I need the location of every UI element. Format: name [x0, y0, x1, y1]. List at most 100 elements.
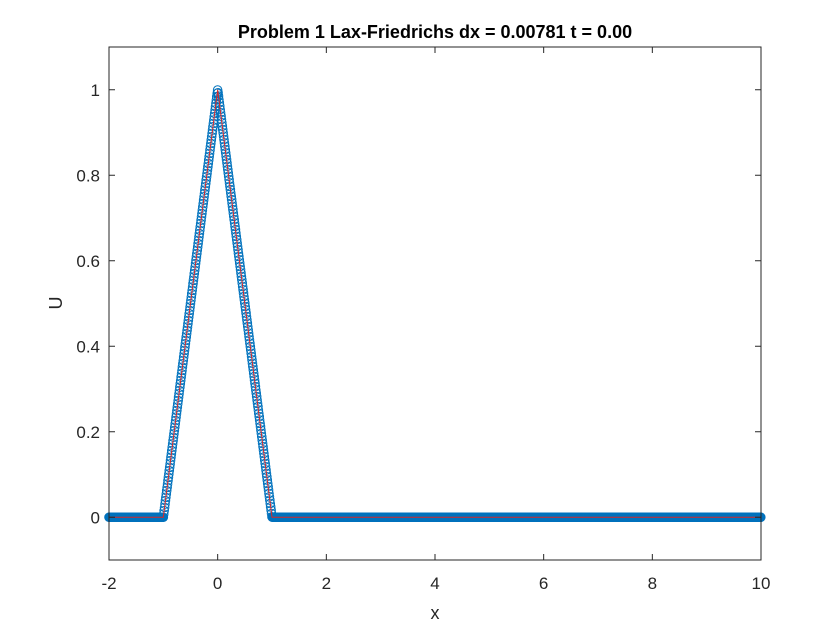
data-point-marker: [188, 275, 199, 286]
data-point-marker: [175, 375, 186, 386]
data-point-marker: [251, 388, 262, 399]
data-point-marker: [220, 144, 231, 155]
data-point-marker: [252, 398, 263, 409]
data-point-marker: [236, 268, 246, 278]
data-point-marker: [219, 134, 229, 145]
data-point-marker: [201, 172, 212, 182]
data-point-marker: [180, 342, 190, 352]
data-point-marker: [233, 244, 243, 255]
data-point-marker: [239, 291, 249, 302]
data-point-marker: [242, 315, 252, 325]
data-point-marker: [198, 195, 209, 205]
data-point-marker: [189, 272, 199, 282]
data-point-marker: [258, 445, 269, 455]
data-point-marker: [169, 425, 180, 436]
data-point-marker: [247, 355, 257, 365]
data-point-marker: [193, 235, 204, 246]
data-point-marker: [234, 251, 244, 262]
data-point-marker: [232, 241, 243, 252]
data-point-marker: [231, 231, 242, 242]
data-point-marker: [169, 429, 179, 439]
data-point-marker: [172, 399, 183, 409]
data-point-marker: [244, 331, 254, 342]
data-point-marker: [222, 161, 233, 172]
data-point-marker: [241, 308, 251, 318]
data-point-marker: [261, 468, 272, 479]
data-point-marker: [254, 415, 265, 425]
data-point-marker: [244, 335, 255, 345]
data-point-marker: [205, 145, 215, 155]
x-tick-label: -2: [101, 574, 116, 593]
data-point-marker: [175, 382, 185, 392]
data-point-marker: [167, 442, 178, 453]
data-point-marker: [167, 445, 177, 456]
data-point-marker: [246, 351, 257, 362]
x-tick-label: 8: [648, 574, 657, 593]
data-point-marker: [177, 365, 187, 376]
data-point-marker: [238, 288, 249, 298]
y-tick-label: 0: [91, 508, 100, 527]
data-point-marker: [248, 368, 259, 379]
data-point-marker: [197, 205, 208, 216]
data-point-marker: [195, 218, 206, 229]
data-point-marker: [232, 238, 242, 248]
data-point-marker: [179, 348, 189, 359]
data-point-marker: [217, 124, 228, 135]
exact-solution-line: [109, 89, 761, 518]
data-point-marker: [161, 492, 171, 503]
data-point-marker: [175, 379, 186, 389]
data-point-marker: [228, 204, 238, 215]
data-point-marker: [216, 114, 227, 125]
data-point-marker: [262, 478, 273, 489]
data-point-marker: [213, 88, 223, 98]
data-point-marker: [214, 94, 224, 105]
data-point-marker: [171, 412, 181, 423]
data-point-marker: [240, 301, 251, 312]
x-tick-label: 4: [430, 574, 439, 593]
data-point-marker: [215, 108, 226, 118]
data-point-marker: [174, 385, 185, 396]
data-point-marker: [207, 128, 217, 139]
data-point-marker: [189, 268, 200, 279]
data-point-marker: [168, 432, 179, 443]
data-point-marker: [228, 208, 239, 218]
data-point-marker: [200, 182, 211, 192]
data-point-marker: [181, 332, 192, 342]
data-point-marker: [183, 318, 193, 329]
data-point-marker: [223, 164, 233, 175]
data-point-marker: [197, 208, 207, 219]
data-point-marker: [214, 98, 225, 108]
data-point-marker: [200, 178, 211, 189]
data-point-marker: [208, 121, 218, 132]
data-point-marker: [257, 435, 267, 445]
data-point-marker: [256, 428, 267, 439]
data-point-marker: [231, 234, 242, 245]
data-point-marker: [164, 462, 175, 473]
data-point-marker: [192, 245, 203, 256]
data-point-marker: [206, 131, 217, 142]
data-point-marker: [181, 335, 191, 346]
data-point-marker: [158, 509, 169, 519]
data-point-marker: [235, 264, 246, 275]
data-point-marker: [238, 285, 248, 295]
data-point-marker: [169, 422, 180, 433]
data-point-marker: [162, 479, 173, 489]
data-point-marker: [164, 465, 175, 476]
data-point-marker: [256, 425, 266, 435]
data-point-marker: [250, 378, 260, 389]
data-point-marker: [166, 449, 177, 459]
data-point-marker: [180, 338, 191, 349]
data-point-marker: [262, 471, 272, 482]
data-point-marker: [217, 118, 227, 128]
data-point-marker: [239, 298, 250, 308]
data-point-marker: [184, 308, 194, 319]
data-point-marker: [258, 441, 268, 452]
data-point-marker: [190, 262, 200, 272]
data-point-marker: [221, 151, 231, 162]
data-point-marker: [237, 281, 248, 292]
data-point-marker: [242, 318, 253, 328]
data-point-marker: [239, 295, 250, 305]
data-point-marker: [245, 345, 256, 355]
data-point-marker: [229, 214, 239, 225]
data-point-marker: [215, 104, 225, 115]
